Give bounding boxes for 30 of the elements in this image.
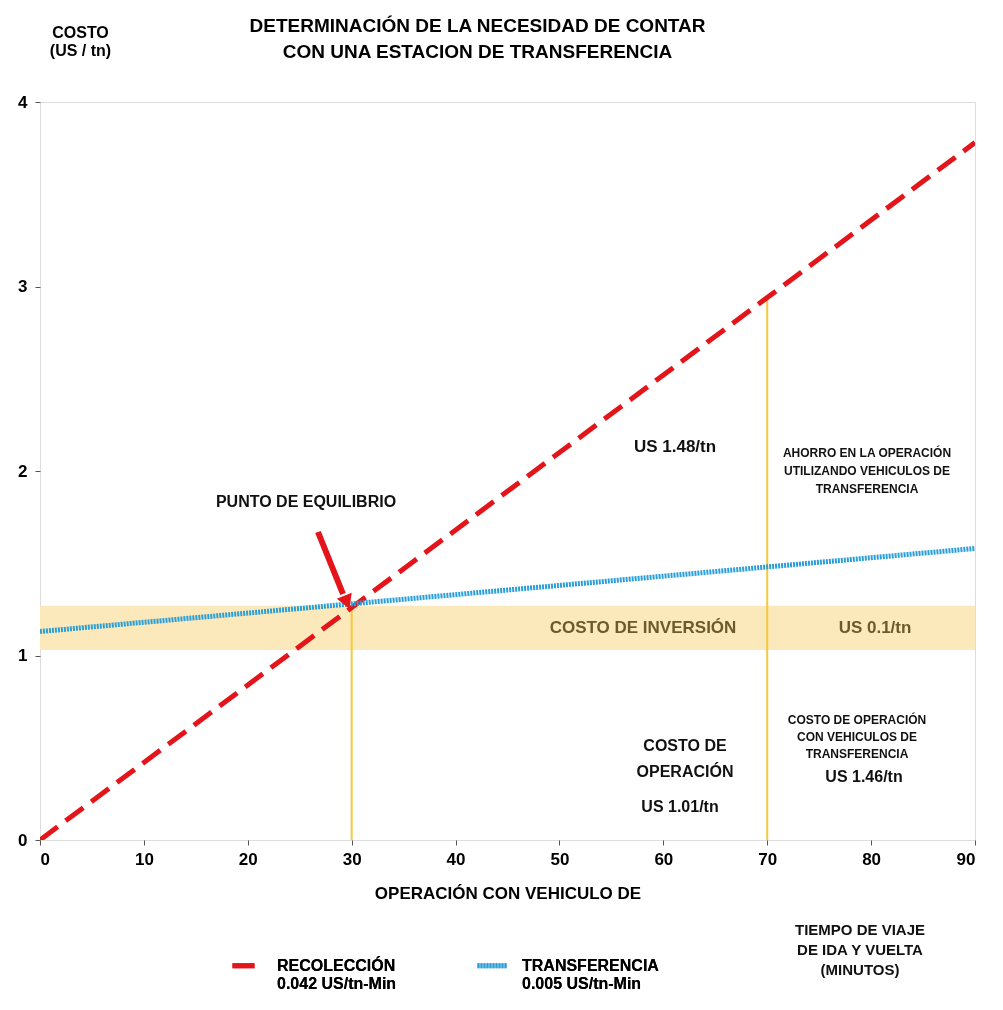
y-tick-label: 2 xyxy=(18,461,28,481)
annotation: US 1.48/tn xyxy=(633,437,717,456)
annotation: US 0.1/tn xyxy=(838,618,912,637)
y-axis-title: COSTO (US / tn) xyxy=(49,23,112,59)
legend-label: TRANSFERENCIA 0.005 US/tn-Min xyxy=(522,956,660,992)
annotation: US 1.46/tn xyxy=(825,768,903,785)
x-tick-label: 20 xyxy=(238,849,258,869)
annotation: PUNTO DE EQUILIBRIO xyxy=(215,493,397,510)
x-tick-label: 0 xyxy=(40,849,50,869)
x-tick-label: 10 xyxy=(134,849,154,869)
annotation: COSTO DE OPERACIÓN xyxy=(636,737,734,780)
y-tick-label: 0 xyxy=(18,830,28,850)
annotation: COSTO DE OPERACIÓN CON VEHICULOS DE TRANSFERENCIA xyxy=(787,712,927,761)
annotation: AHORRO EN LA OPERACIÓN UTILIZANDO VEHICULOS DE TRANSFERENCIA xyxy=(782,445,952,496)
x-tick-label: 90 xyxy=(956,849,976,869)
chart-title: DETERMINACIÓN DE LA NECESIDAD DE CONTAR CON UNA ESTACION DE TRANSFERENCIA xyxy=(249,15,706,62)
x-tick-label: 60 xyxy=(654,849,674,869)
x-tick-label: 80 xyxy=(862,849,882,869)
x-tick-label: 40 xyxy=(446,849,466,869)
x-tick-label: 50 xyxy=(550,849,570,869)
y-tick-label: 1 xyxy=(18,646,28,665)
annotation: COSTO DE INVERSIÓN xyxy=(549,618,737,637)
y-tick-label: 4 xyxy=(18,92,29,112)
y-tick-label: 3 xyxy=(18,277,28,296)
x-tick-label: 70 xyxy=(758,849,778,869)
annotation: US 1.01/tn xyxy=(641,798,719,815)
text: TIEMPO DE VIAJE DE IDA Y VUELTA (MINUTOS) xyxy=(794,921,926,978)
x-tick-label: 30 xyxy=(342,849,362,869)
legend-label: RECOLECCIÓN 0.042 US/tn-Min xyxy=(277,955,397,992)
x-axis-title: OPERACIÓN CON VEHICULO DE xyxy=(374,883,642,903)
